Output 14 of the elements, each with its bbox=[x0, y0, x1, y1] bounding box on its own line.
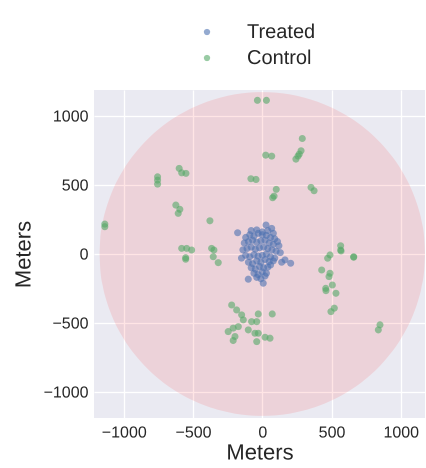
legend-label: Control bbox=[247, 47, 312, 69]
x-tick-label: −1000 bbox=[102, 424, 147, 442]
y-axis-title: Meters bbox=[10, 220, 36, 288]
y-tick-label: −500 bbox=[52, 315, 89, 332]
y-tick-label: 500 bbox=[62, 178, 89, 195]
y-tick-label: −1000 bbox=[44, 384, 89, 402]
x-axis-title: Meters bbox=[226, 440, 294, 464]
x-tick-label: 500 bbox=[318, 424, 346, 442]
y-tick-label: 1000 bbox=[52, 108, 89, 126]
x-tick-label: 1000 bbox=[383, 424, 420, 442]
x-tick-label: 0 bbox=[258, 424, 268, 442]
y-tick-label: 0 bbox=[80, 246, 89, 264]
legend-label: Treated bbox=[247, 21, 316, 43]
x-tick-label: −500 bbox=[176, 424, 212, 442]
